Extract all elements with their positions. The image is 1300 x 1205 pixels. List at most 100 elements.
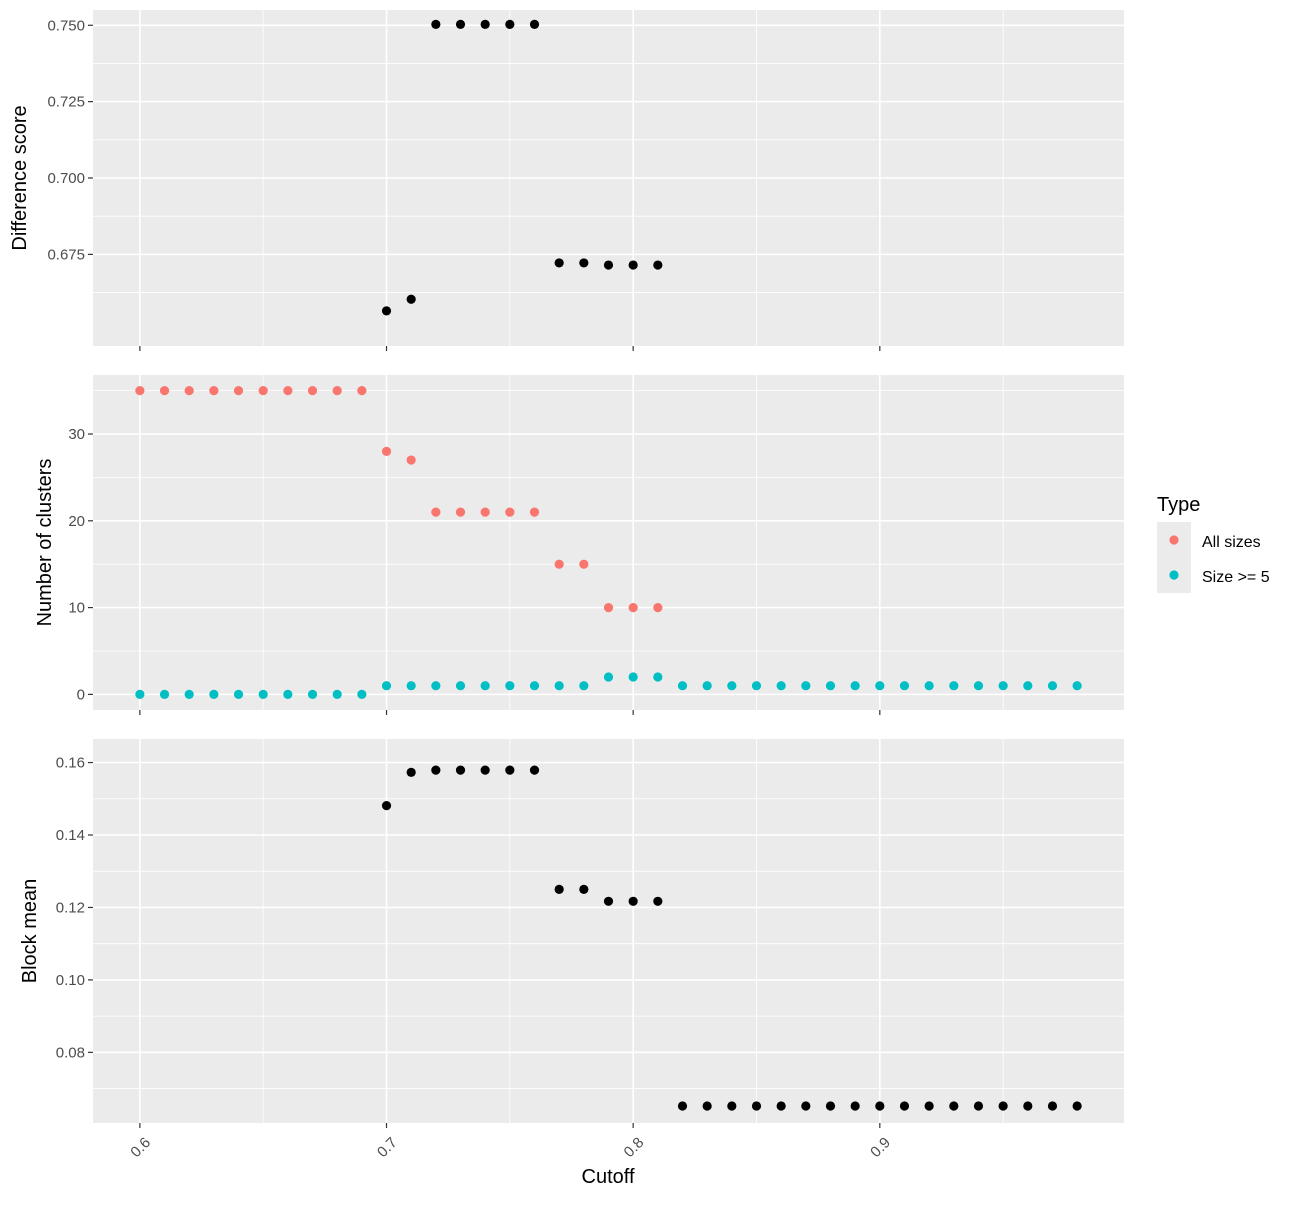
data-point (480, 765, 490, 775)
y-tick-label: 0.675 (47, 246, 85, 263)
panel-background (93, 375, 1124, 710)
data-point (554, 559, 564, 569)
data-point (381, 801, 392, 811)
data-point (579, 258, 589, 268)
legend-label-size-ge-5: Size >= 5 (1202, 569, 1270, 586)
y-tick-label: 30 (68, 426, 85, 443)
y-tick-label: 0.16 (56, 755, 85, 772)
data-point (579, 681, 589, 691)
data-point (529, 765, 540, 775)
data-point (431, 765, 441, 775)
data-point (258, 386, 268, 396)
panel-background (93, 739, 1124, 1123)
data-point (1023, 1101, 1033, 1111)
data-point (332, 689, 342, 699)
series-points (381, 765, 1082, 1111)
data-point (357, 386, 367, 396)
series-all-sizes (135, 386, 663, 613)
data-point (381, 681, 392, 691)
data-point (209, 689, 219, 699)
data-point (332, 386, 342, 396)
legend-title: Type (1157, 494, 1200, 516)
y-tick-label: 10 (68, 600, 85, 617)
y-axis-title: Difference score (9, 105, 31, 250)
y-tick-label: 20 (68, 513, 85, 530)
data-point (209, 386, 219, 396)
data-point (603, 672, 614, 682)
data-point (505, 765, 515, 775)
data-point (406, 767, 416, 777)
data-point (998, 681, 1008, 691)
data-point (653, 602, 663, 613)
data-point (998, 1101, 1008, 1111)
data-point (233, 386, 244, 396)
panel-middle: 0 10 20 30 Number of clusters (34, 375, 1124, 715)
data-point (603, 260, 614, 270)
data-point (801, 1101, 811, 1111)
data-point (233, 689, 244, 699)
data-point (480, 507, 490, 517)
data-point (455, 681, 466, 691)
data-point (307, 689, 318, 699)
data-point (554, 681, 564, 691)
data-point (899, 1101, 910, 1111)
data-point (603, 896, 614, 906)
y-tick-label: 0.08 (56, 1044, 85, 1061)
data-point (184, 386, 194, 396)
legend-key-background (1157, 522, 1191, 593)
data-point (949, 1101, 959, 1111)
data-point (628, 896, 638, 906)
legend-label-all-sizes: All sizes (1202, 534, 1261, 551)
data-point (677, 681, 688, 691)
data-point (406, 294, 416, 304)
data-point (1023, 681, 1033, 691)
data-point (258, 689, 268, 699)
data-point (480, 681, 490, 691)
data-point (677, 1101, 688, 1111)
data-point (1072, 1101, 1082, 1111)
data-point (1047, 1101, 1058, 1111)
data-point (776, 1101, 786, 1111)
data-point (973, 1101, 984, 1111)
data-point (825, 1101, 836, 1111)
data-point (159, 689, 170, 699)
data-point (381, 306, 392, 316)
legend-key-all-sizes (1169, 535, 1179, 545)
data-point (406, 455, 416, 465)
data-point (727, 1101, 737, 1111)
data-point (653, 260, 663, 270)
y-tick-label: 0.10 (56, 972, 85, 989)
data-point (529, 507, 540, 517)
data-point (307, 386, 318, 396)
data-point (653, 672, 663, 682)
data-point (628, 260, 638, 270)
data-point (505, 19, 515, 29)
legend: Type All sizes Size >= 5 (1157, 494, 1270, 593)
data-point (357, 689, 367, 699)
data-point (529, 19, 540, 29)
data-point (801, 681, 811, 691)
data-point (899, 681, 910, 691)
data-point (455, 765, 466, 775)
data-point (554, 884, 564, 894)
data-point (628, 602, 638, 613)
y-tick-label: 0.750 (47, 17, 85, 34)
data-point (949, 681, 959, 691)
data-point (727, 681, 737, 691)
data-point (825, 681, 836, 691)
data-point (505, 681, 515, 691)
data-point (603, 602, 614, 613)
y-axis-title: Number of clusters (34, 459, 56, 627)
data-point (505, 507, 515, 517)
data-point (850, 681, 860, 691)
y-tick-label: 0.14 (56, 827, 85, 844)
y-tick-label: 0.700 (47, 170, 85, 187)
panel-bottom: 0.08 0.10 0.12 0.14 0.16 Block mean (19, 739, 1124, 1128)
y-tick-label: 0 (77, 686, 85, 703)
x-tick-label: 0.6 (127, 1134, 154, 1161)
series-size-5 (135, 672, 1082, 699)
data-point (283, 689, 293, 699)
data-point (653, 896, 663, 906)
panel-top: 0.675 0.700 0.725 0.750 Difference score (9, 10, 1124, 351)
